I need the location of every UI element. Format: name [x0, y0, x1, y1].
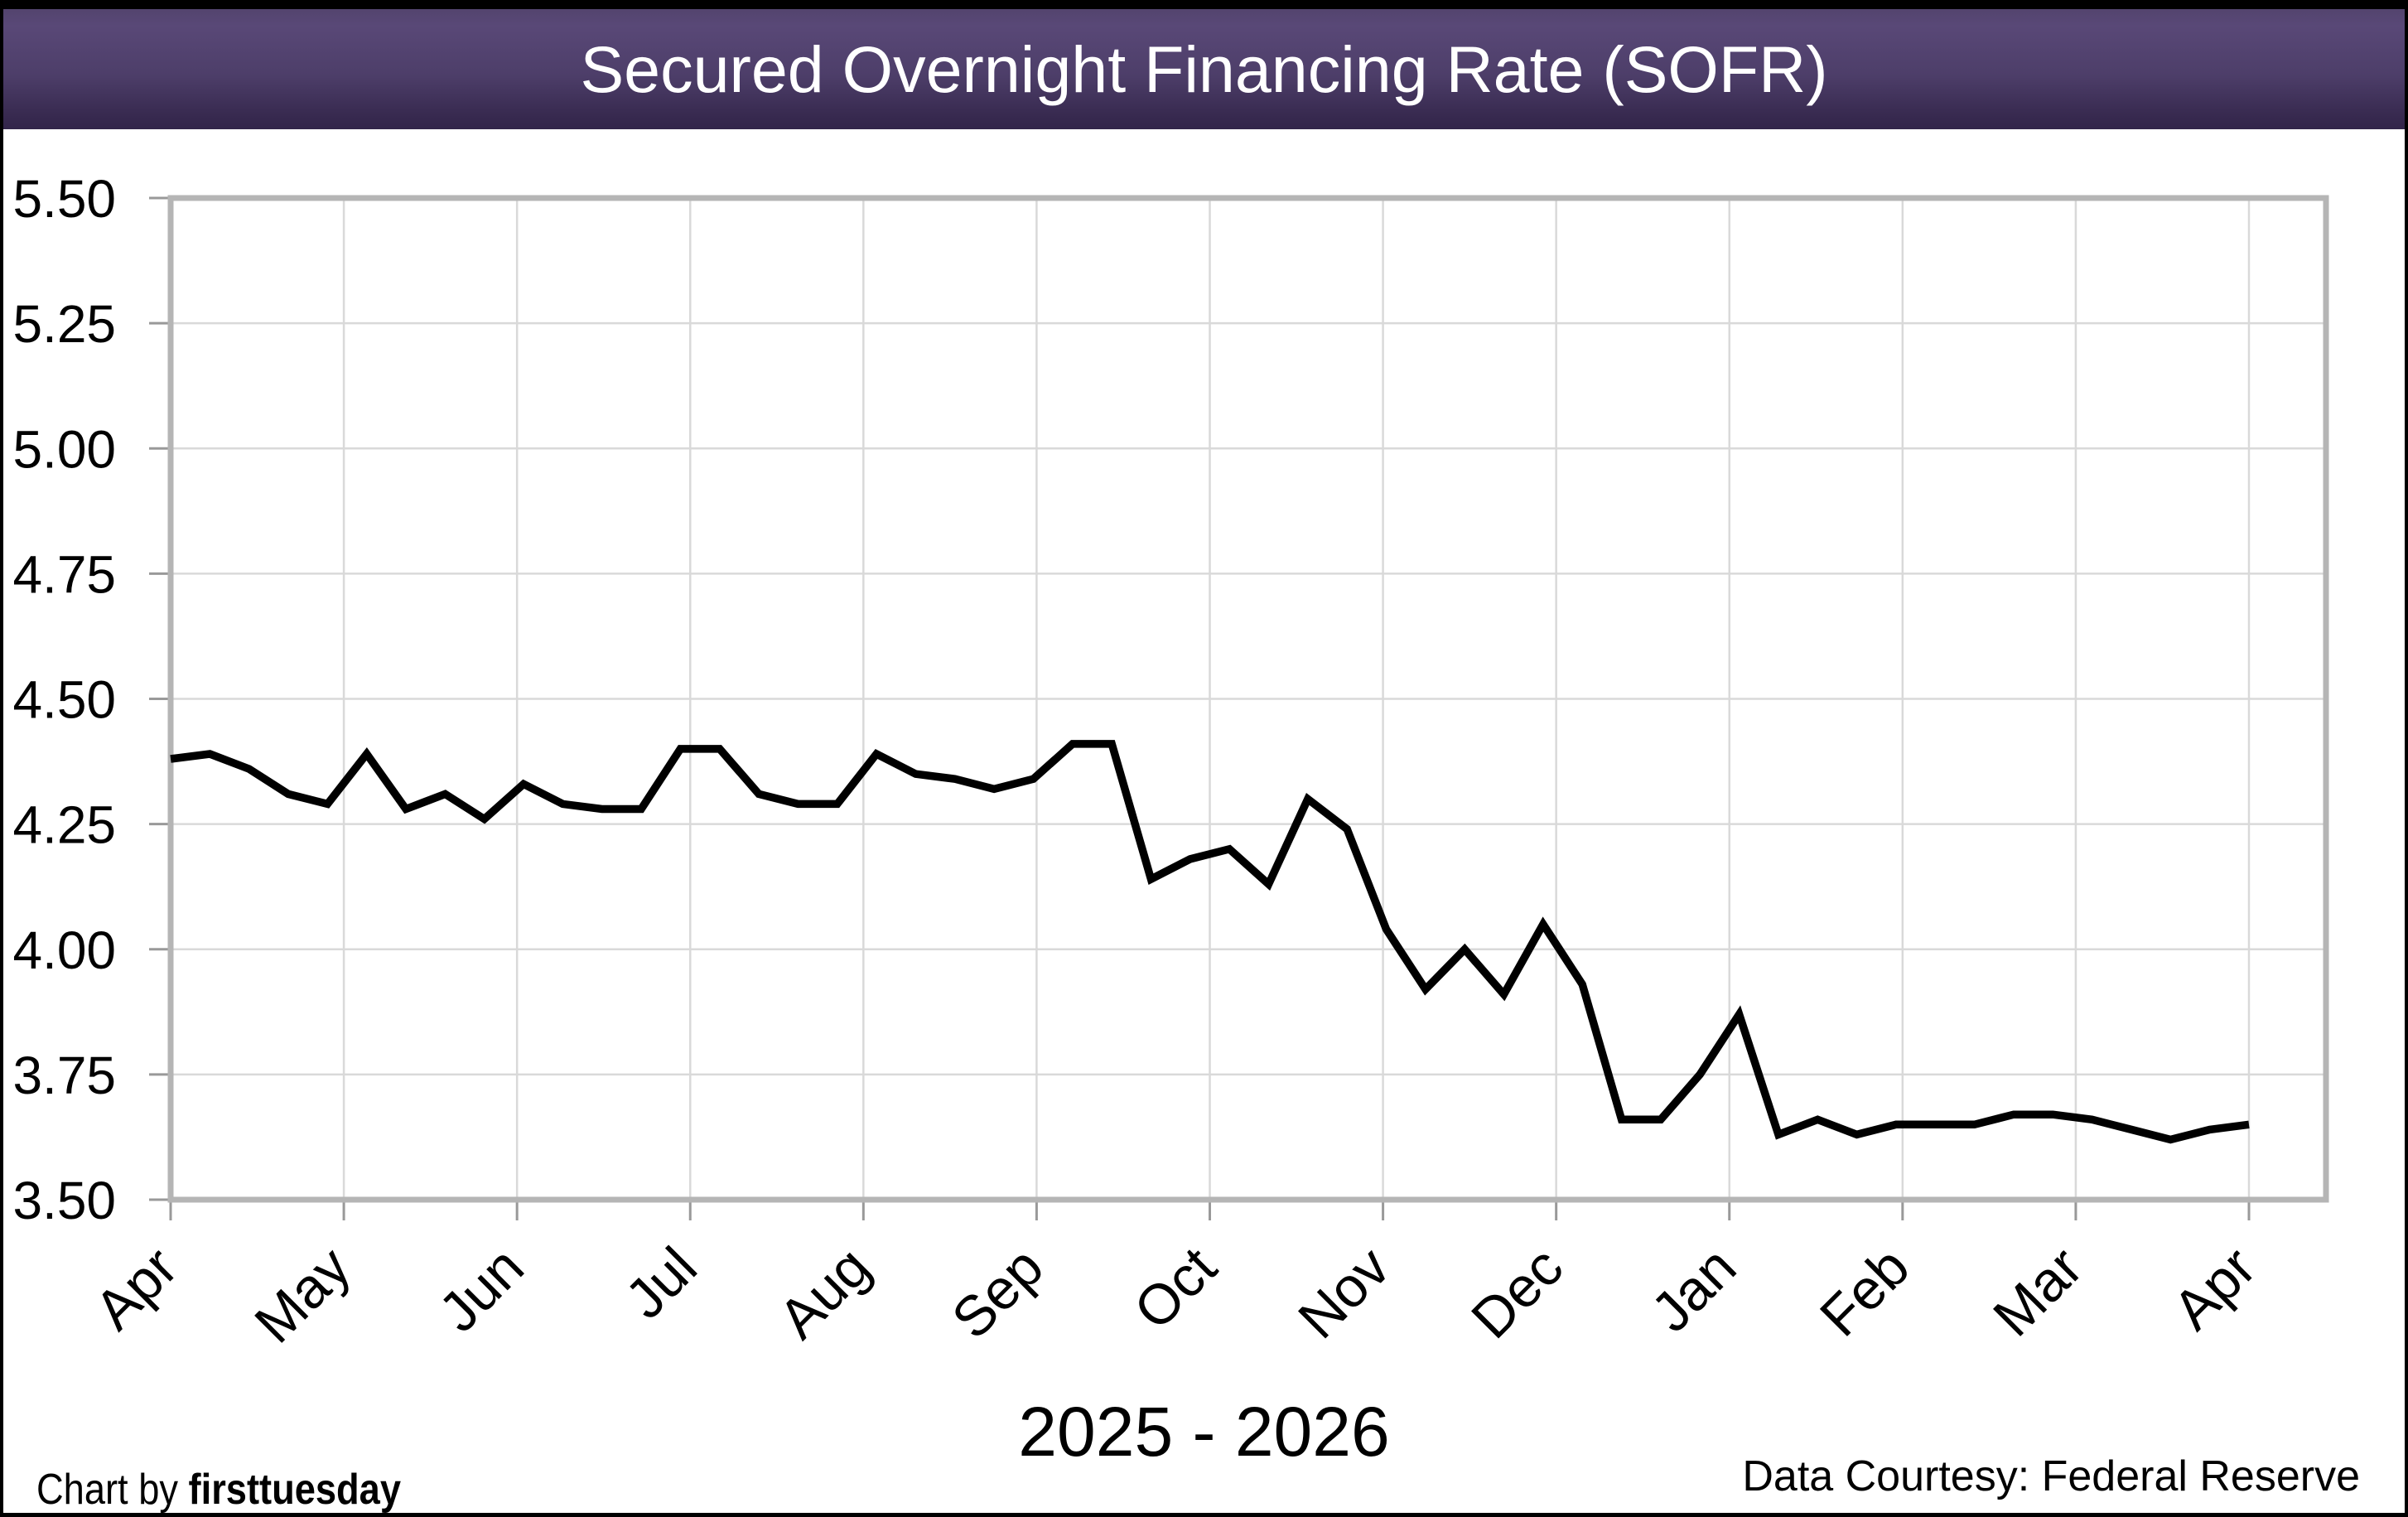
y-tick-label: 5.00 [12, 419, 116, 479]
x-tick-label: Oct [1122, 1235, 1229, 1342]
x-tick-label: Mar [1981, 1235, 2095, 1349]
plot-frame [167, 195, 2329, 1203]
y-tick-label: 5.25 [12, 294, 116, 354]
y-tick-label: 4.25 [12, 795, 116, 855]
y-tick-label: 4.00 [12, 920, 116, 980]
y-tick-label: 4.50 [12, 670, 116, 730]
chart-credit: Chart by firsttuesday [36, 1465, 401, 1515]
x-tick-label: May [243, 1235, 363, 1355]
x-tick-label: Nov [1286, 1235, 1402, 1350]
x-tick-label: Jun [427, 1235, 536, 1344]
x-tick-label: Dec [1460, 1235, 1575, 1350]
x-tick-label: Aug [767, 1235, 882, 1350]
x-tick-label: Apr [83, 1235, 190, 1342]
x-tick-label: Sep [940, 1235, 1055, 1350]
chart-credit-brand: firsttuesday [188, 1466, 402, 1514]
outer-border-left [0, 0, 3, 1517]
y-tick-label: 3.75 [12, 1046, 116, 1105]
x-tick-label: Jul [614, 1235, 709, 1331]
x-tick-label: Jan [1639, 1235, 1748, 1344]
y-tick-label: 5.50 [12, 169, 116, 229]
chart-title: Secured Overnight Financing Rate (SOFR) [580, 32, 1828, 106]
chart-title-bar: Secured Overnight Financing Rate (SOFR) [3, 9, 2405, 129]
outer-border-bottom [0, 1513, 2408, 1517]
x-axis-title: 2025 - 2026 [1018, 1393, 1390, 1471]
y-tick-label: 4.75 [12, 544, 116, 604]
outer-border-right [2405, 0, 2408, 1517]
y-tick-label: 3.50 [12, 1171, 116, 1230]
x-tick-label: Apr [2161, 1235, 2268, 1342]
data-courtesy-note: Data Courtesy: Federal Reserve [1742, 1452, 2360, 1500]
x-tick-label: Feb [1808, 1235, 1922, 1349]
outer-border-top [0, 0, 2408, 9]
sofr-data-line [170, 740, 2250, 1144]
chart-credit-prefix: Chart by [36, 1466, 189, 1514]
